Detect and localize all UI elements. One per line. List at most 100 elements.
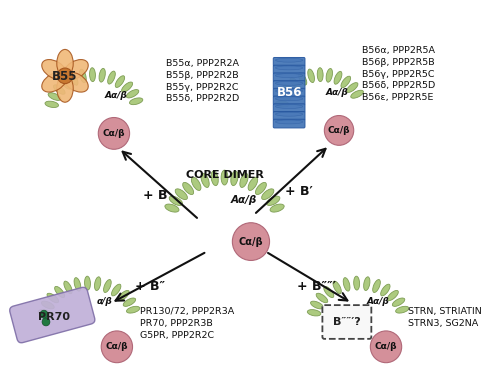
Circle shape <box>370 331 402 363</box>
FancyBboxPatch shape <box>274 96 305 105</box>
Ellipse shape <box>99 68 105 82</box>
Text: α/β: α/β <box>96 297 112 306</box>
Ellipse shape <box>211 171 218 186</box>
Text: Aα/β: Aα/β <box>104 91 128 100</box>
Ellipse shape <box>317 68 323 82</box>
Ellipse shape <box>290 78 300 89</box>
Ellipse shape <box>63 72 88 92</box>
Ellipse shape <box>346 83 358 92</box>
Text: STRN, STRIATIN
STRN3, SG2NA: STRN, STRIATIN STRN3, SG2NA <box>408 307 482 328</box>
Ellipse shape <box>324 286 334 298</box>
Text: B″″′?: B″″′? <box>333 317 360 327</box>
FancyBboxPatch shape <box>322 305 372 339</box>
Ellipse shape <box>104 279 111 292</box>
Ellipse shape <box>116 76 124 88</box>
Text: PR70: PR70 <box>38 312 70 322</box>
Text: Cα/β: Cα/β <box>238 237 264 246</box>
Ellipse shape <box>84 276 90 290</box>
Ellipse shape <box>45 101 59 107</box>
Ellipse shape <box>90 68 96 82</box>
Text: + B′: + B′ <box>285 186 313 199</box>
Ellipse shape <box>276 104 303 108</box>
Ellipse shape <box>380 284 390 296</box>
Ellipse shape <box>276 74 303 77</box>
Ellipse shape <box>276 97 303 101</box>
FancyBboxPatch shape <box>274 104 305 113</box>
Ellipse shape <box>54 85 65 94</box>
Ellipse shape <box>372 279 380 292</box>
FancyBboxPatch shape <box>274 111 305 120</box>
Ellipse shape <box>108 71 116 84</box>
Ellipse shape <box>126 89 139 98</box>
Ellipse shape <box>231 171 238 186</box>
Circle shape <box>42 318 50 326</box>
Ellipse shape <box>310 301 324 309</box>
Ellipse shape <box>94 277 101 291</box>
Ellipse shape <box>333 281 342 294</box>
Ellipse shape <box>276 81 303 85</box>
Ellipse shape <box>308 69 314 83</box>
Text: + B: + B <box>143 190 168 202</box>
Text: B55: B55 <box>52 70 78 83</box>
Ellipse shape <box>47 293 58 303</box>
Ellipse shape <box>283 85 295 94</box>
Ellipse shape <box>130 98 143 105</box>
Ellipse shape <box>70 73 78 85</box>
Ellipse shape <box>266 196 280 205</box>
Ellipse shape <box>276 58 303 62</box>
Ellipse shape <box>334 71 342 84</box>
Text: B55α, PPP2R2A
B55β, PPP2R2B
B55γ, PPP2R2C
B55δ, PPP2R2D: B55α, PPP2R2A B55β, PPP2R2B B55γ, PPP2R2… <box>166 59 239 103</box>
Ellipse shape <box>221 170 228 185</box>
Ellipse shape <box>276 120 303 124</box>
Ellipse shape <box>316 293 328 303</box>
Ellipse shape <box>123 298 136 306</box>
Ellipse shape <box>343 278 350 291</box>
Ellipse shape <box>396 306 409 313</box>
Text: + B″″′: + B″″′ <box>297 280 336 293</box>
Ellipse shape <box>74 278 81 291</box>
Text: Cα/β: Cα/β <box>106 342 128 351</box>
Ellipse shape <box>42 301 54 309</box>
Ellipse shape <box>64 281 72 294</box>
FancyBboxPatch shape <box>10 287 95 343</box>
Ellipse shape <box>240 173 248 187</box>
Ellipse shape <box>63 59 88 80</box>
Ellipse shape <box>364 277 370 291</box>
Ellipse shape <box>169 196 182 205</box>
Circle shape <box>40 310 48 318</box>
Ellipse shape <box>48 93 61 101</box>
Ellipse shape <box>392 298 405 306</box>
FancyBboxPatch shape <box>274 65 305 74</box>
Ellipse shape <box>80 69 86 83</box>
Ellipse shape <box>276 101 289 107</box>
FancyBboxPatch shape <box>274 88 305 97</box>
Ellipse shape <box>276 112 303 116</box>
Ellipse shape <box>350 90 364 98</box>
Text: Aα/β: Aα/β <box>326 88 348 97</box>
Ellipse shape <box>54 286 64 298</box>
Ellipse shape <box>298 73 307 85</box>
Ellipse shape <box>354 276 360 290</box>
Ellipse shape <box>42 72 67 92</box>
Circle shape <box>58 68 72 84</box>
Ellipse shape <box>278 92 291 100</box>
Ellipse shape <box>61 78 71 89</box>
Ellipse shape <box>201 173 209 187</box>
Text: Aα/β: Aα/β <box>366 297 390 306</box>
Ellipse shape <box>57 49 73 77</box>
Text: + B″: + B″ <box>135 280 165 293</box>
Ellipse shape <box>270 204 284 212</box>
Ellipse shape <box>57 74 73 102</box>
Ellipse shape <box>248 177 258 190</box>
Ellipse shape <box>42 59 67 80</box>
Ellipse shape <box>175 189 188 200</box>
Ellipse shape <box>388 291 398 301</box>
Ellipse shape <box>118 291 129 301</box>
Text: CORE DIMER: CORE DIMER <box>186 170 264 180</box>
Circle shape <box>232 223 270 260</box>
Ellipse shape <box>112 284 121 296</box>
Ellipse shape <box>262 189 274 200</box>
FancyBboxPatch shape <box>274 81 305 89</box>
Ellipse shape <box>165 204 179 212</box>
FancyBboxPatch shape <box>274 58 305 66</box>
